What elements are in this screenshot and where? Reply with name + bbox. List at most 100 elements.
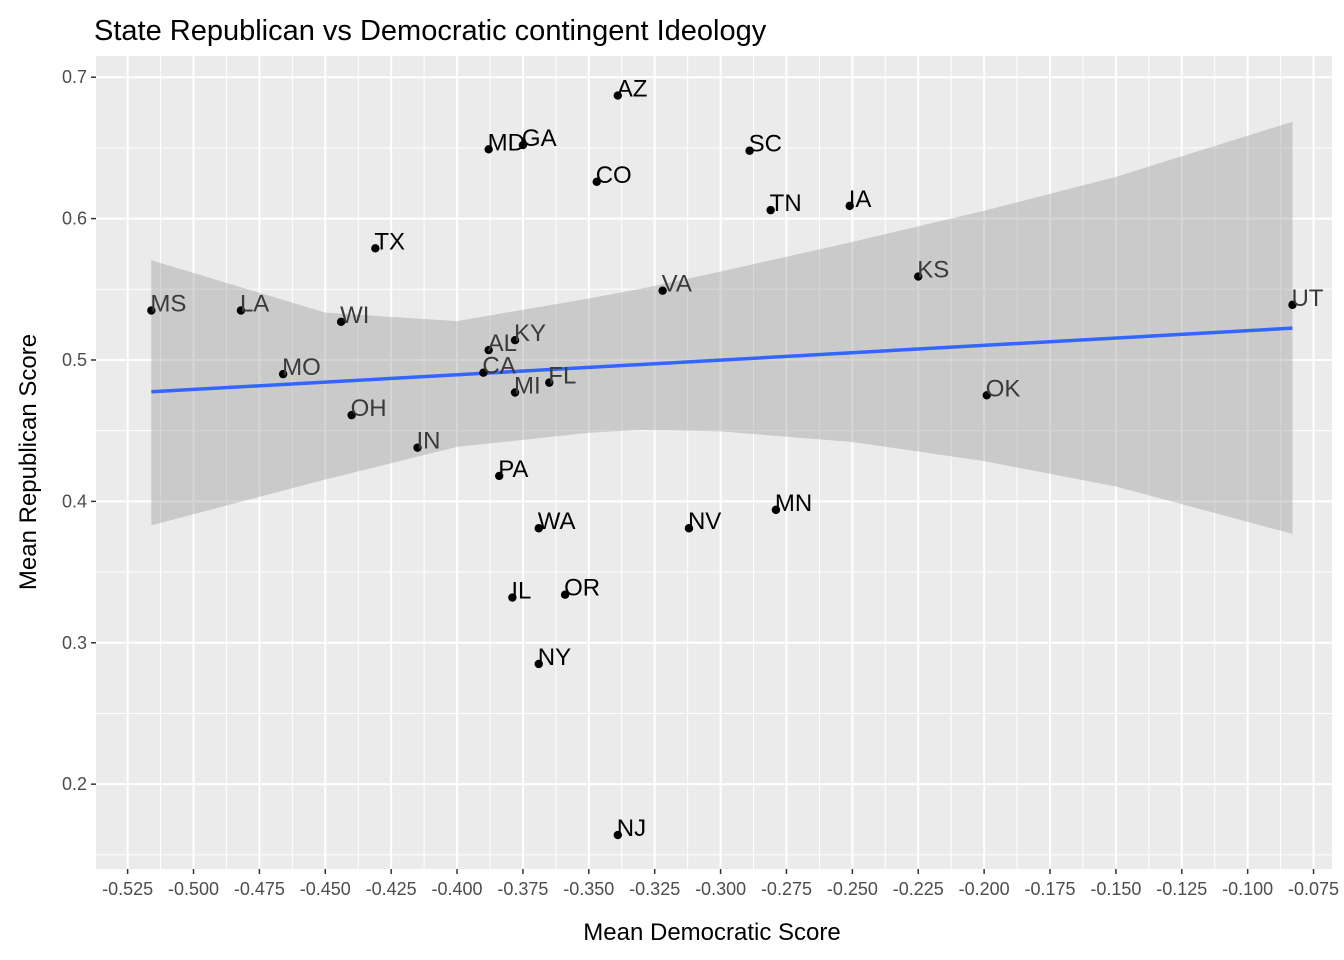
point-label-tn: TN xyxy=(770,190,802,217)
x-tick-label: -0.275 xyxy=(761,879,812,899)
point-label-mn: MN xyxy=(775,490,812,517)
data-point-wa xyxy=(534,524,543,533)
point-label-ky: KY xyxy=(514,320,546,347)
data-point-ia xyxy=(845,201,854,211)
x-tick-label: -0.525 xyxy=(102,879,153,899)
data-points-layer xyxy=(147,91,1297,840)
x-tick-label: -0.475 xyxy=(234,879,285,899)
confidence-band-layer xyxy=(151,121,1293,534)
x-tick-label: -0.125 xyxy=(1156,879,1207,899)
point-label-il: IL xyxy=(511,578,531,605)
point-label-tx: TX xyxy=(374,228,405,255)
point-label-ca: CA xyxy=(482,353,515,380)
point-label-mi: MI xyxy=(514,373,541,400)
x-tick-label: -0.500 xyxy=(168,879,219,899)
x-tick-label: -0.350 xyxy=(563,879,614,899)
data-point-ms xyxy=(147,306,156,315)
data-point-pa xyxy=(495,471,504,481)
y-axis: 0.2 0.3 0.4 0.5 0.6 0.7 xyxy=(62,67,96,794)
data-point-tn xyxy=(766,205,775,215)
trend-line xyxy=(151,326,1293,394)
x-tick-label: -0.375 xyxy=(497,879,548,899)
point-label-pa: PA xyxy=(498,456,528,483)
data-point-ga xyxy=(518,140,528,150)
point-label-va: VA xyxy=(662,271,692,298)
x-tick-label: -0.225 xyxy=(893,879,944,899)
x-tick-label: -0.400 xyxy=(432,879,483,899)
trend-line-layer xyxy=(151,326,1293,394)
x-tick-label: -0.175 xyxy=(1024,879,1075,899)
x-tick-label: -0.325 xyxy=(629,879,680,899)
data-point-oh xyxy=(347,410,356,420)
point-label-fl: FL xyxy=(548,363,576,390)
minor-gridlines xyxy=(96,56,1332,869)
point-label-ok: OK xyxy=(986,375,1021,402)
point-label-al: AL xyxy=(488,330,517,357)
point-label-ny: NY xyxy=(538,644,571,671)
data-point-mn xyxy=(771,505,781,515)
x-tick-label: -0.100 xyxy=(1222,879,1273,899)
data-point-nj xyxy=(613,830,623,840)
point-label-ms: MS xyxy=(150,291,186,318)
point-label-la: LA xyxy=(240,291,269,318)
point-label-mo: MO xyxy=(282,354,321,381)
y-tick-label: 0.3 xyxy=(62,633,87,653)
data-point-il xyxy=(508,593,517,602)
point-label-ia: IA xyxy=(849,186,872,213)
x-tick-label: -0.425 xyxy=(366,879,417,899)
data-point-ok xyxy=(982,391,991,400)
y-tick-label: 0.7 xyxy=(62,67,87,87)
data-point-fl xyxy=(545,378,554,387)
x-tick-label: -0.150 xyxy=(1090,879,1141,899)
data-point-mi xyxy=(510,388,520,397)
point-label-in: IN xyxy=(417,428,441,455)
plot-panel xyxy=(96,56,1332,869)
point-label-nj: NJ xyxy=(617,815,646,842)
y-tick-label: 0.5 xyxy=(62,350,87,370)
point-label-md: MD xyxy=(488,129,525,156)
y-axis-title: Mean Republican Score xyxy=(15,334,42,590)
y-tick-label: 0.2 xyxy=(62,774,87,794)
data-point-nv xyxy=(684,524,694,533)
data-point-va xyxy=(658,286,667,295)
data-point-ky xyxy=(510,335,520,345)
x-axis-title: Mean Democratic Score xyxy=(583,919,840,946)
y-tick-label: 0.4 xyxy=(62,491,87,511)
data-point-ny xyxy=(534,659,543,669)
point-label-co: CO xyxy=(596,162,632,189)
x-tick-label: -0.300 xyxy=(695,879,746,899)
y-tick-label: 0.6 xyxy=(62,209,87,229)
chart-title: State Republican vs Democratic contingen… xyxy=(94,15,767,47)
x-tick-label: -0.200 xyxy=(959,879,1010,899)
data-point-ks xyxy=(914,272,923,281)
data-point-sc xyxy=(745,146,754,155)
point-label-wi: WI xyxy=(340,302,369,329)
x-tick-label: -0.250 xyxy=(827,879,878,899)
x-axis: -0.525 -0.500 -0.475 -0.450 -0.425 -0.400 -0.3… xyxy=(102,869,1339,899)
confidence-band xyxy=(151,121,1293,534)
point-label-or: OR xyxy=(564,575,600,602)
x-tick-label: -0.450 xyxy=(300,879,351,899)
data-point-la xyxy=(236,306,246,315)
point-label-sc: SC xyxy=(749,131,782,158)
data-point-md xyxy=(484,145,493,154)
data-point-in xyxy=(413,443,422,452)
point-label-az: AZ xyxy=(617,76,648,103)
data-point-or xyxy=(560,590,570,599)
data-point-ut xyxy=(1288,300,1297,310)
data-point-tx xyxy=(371,244,380,253)
point-label-ga: GA xyxy=(522,125,557,152)
point-label-oh: OH xyxy=(351,395,387,422)
data-point-ca xyxy=(479,368,488,377)
point-label-nv: NV xyxy=(688,508,721,535)
data-point-wi xyxy=(336,317,346,327)
point-label-ut: UT xyxy=(1291,285,1323,312)
x-tick-label: -0.075 xyxy=(1288,879,1339,899)
data-point-mo xyxy=(278,369,288,379)
point-label-wa: WA xyxy=(538,508,576,535)
point-label-ks: KS xyxy=(917,257,949,284)
data-point-al xyxy=(484,345,493,355)
